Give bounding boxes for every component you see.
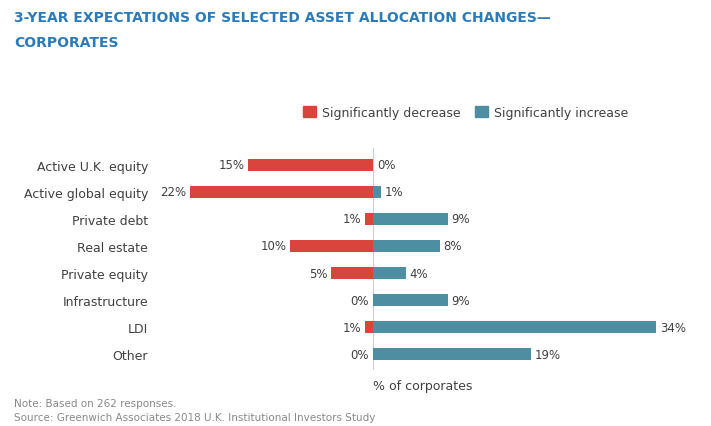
Text: 0%: 0% (378, 159, 396, 172)
Text: Note: Based on 262 responses.: Note: Based on 262 responses. (14, 398, 177, 408)
Text: 9%: 9% (451, 213, 470, 226)
Text: 0%: 0% (351, 348, 369, 361)
Bar (365, 321, 373, 334)
Text: 19%: 19% (535, 348, 561, 361)
Text: 0%: 0% (351, 294, 369, 307)
Bar (373, 186, 381, 199)
X-axis label: % of corporates: % of corporates (373, 379, 473, 392)
Text: CORPORATES: CORPORATES (14, 36, 119, 50)
Bar (365, 213, 373, 225)
Text: 8%: 8% (443, 240, 461, 253)
Text: 10%: 10% (260, 240, 287, 253)
Text: 15%: 15% (219, 159, 245, 172)
Bar (373, 294, 448, 306)
Text: 1%: 1% (343, 321, 361, 334)
Text: 22%: 22% (160, 186, 186, 199)
Text: 1%: 1% (343, 213, 361, 226)
Bar (373, 267, 407, 279)
Bar (190, 186, 373, 199)
Bar (373, 321, 656, 334)
Bar (373, 213, 448, 225)
Text: 9%: 9% (451, 294, 470, 307)
Text: 3-YEAR EXPECTATIONS OF SELECTED ASSET ALLOCATION CHANGES—: 3-YEAR EXPECTATIONS OF SELECTED ASSET AL… (14, 11, 551, 25)
Bar (248, 159, 373, 171)
Text: 5%: 5% (309, 267, 328, 280)
Bar (331, 267, 373, 279)
Text: Source: Greenwich Associates 2018 U.K. Institutional Investors Study: Source: Greenwich Associates 2018 U.K. I… (14, 412, 375, 422)
Bar (373, 348, 531, 360)
Bar (373, 240, 439, 253)
Text: 4%: 4% (410, 267, 428, 280)
Legend: Significantly decrease, Significantly increase: Significantly decrease, Significantly in… (303, 106, 629, 120)
Bar (290, 240, 373, 253)
Text: 34%: 34% (660, 321, 685, 334)
Text: 1%: 1% (385, 186, 403, 199)
